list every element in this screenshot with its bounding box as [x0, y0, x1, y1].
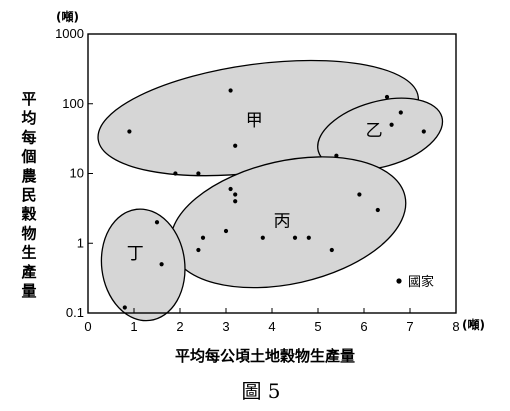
y-tick-label: 0.1 — [66, 305, 84, 320]
group-label-4: 丁 — [127, 244, 144, 264]
data-point — [223, 228, 229, 234]
x-tick-label: 4 — [268, 319, 275, 334]
data-point — [228, 186, 233, 192]
data-point — [127, 129, 132, 134]
x-tick-label: 5 — [314, 319, 321, 334]
data-point — [196, 247, 201, 253]
x-unit-label: (噸) — [462, 317, 485, 332]
data-point — [306, 235, 311, 240]
group-regions — [97, 59, 444, 322]
data-point — [389, 122, 394, 127]
data-points — [122, 88, 426, 310]
group-region-4 — [100, 208, 186, 322]
data-point — [398, 110, 403, 115]
x-tick-label: 0 — [84, 319, 91, 334]
x-tick-label: 7 — [406, 319, 413, 334]
data-point — [233, 143, 238, 148]
data-point — [384, 94, 390, 100]
data-point — [292, 235, 298, 240]
y-tick-label: 10 — [70, 166, 84, 181]
y-unit-label: (噸) — [56, 9, 79, 24]
data-point — [260, 235, 265, 240]
data-point — [122, 305, 127, 310]
group-region-2 — [317, 97, 444, 171]
data-point — [421, 129, 426, 134]
y-tick-labels: 0.1 1 10 100 1000 — [55, 26, 93, 320]
figure-caption: 圖 5 — [241, 379, 280, 403]
x-tick-labels: 0 1 2 3 4 5 6 7 8 — [84, 308, 460, 334]
data-point — [357, 192, 362, 197]
data-point — [233, 192, 238, 197]
x-tick-label: 1 — [130, 319, 137, 334]
y-tick-label: 100 — [62, 96, 84, 111]
group-label-1: 甲 — [246, 111, 263, 131]
legend-marker — [396, 278, 402, 284]
group-label-3: 丙 — [274, 211, 291, 231]
group-labels: 甲乙丙丁 — [127, 111, 383, 264]
legend-label: 國家 — [408, 274, 434, 290]
group-label-2: 乙 — [366, 121, 383, 141]
data-point — [159, 262, 164, 267]
data-point — [154, 220, 160, 225]
x-axis-title: 平均每公頃土地穀物生產量 — [175, 347, 355, 365]
x-tick-label: 6 — [360, 319, 367, 334]
data-point — [173, 171, 178, 176]
data-point — [375, 207, 380, 213]
x-tick-label: 2 — [176, 319, 183, 334]
y-tick-label: 1 — [77, 235, 84, 250]
y-axis-title: 平均每個農民穀物生產量 — [20, 90, 37, 300]
y-tick-label: 1000 — [55, 26, 84, 41]
data-point — [233, 199, 238, 204]
data-point — [334, 153, 339, 158]
legend: 國家 — [396, 274, 434, 290]
data-point — [196, 171, 201, 176]
x-tick-label: 8 — [452, 319, 459, 334]
x-tick-label: 3 — [222, 319, 229, 334]
data-point — [228, 88, 233, 93]
data-point — [200, 235, 206, 240]
data-point — [329, 247, 334, 253]
